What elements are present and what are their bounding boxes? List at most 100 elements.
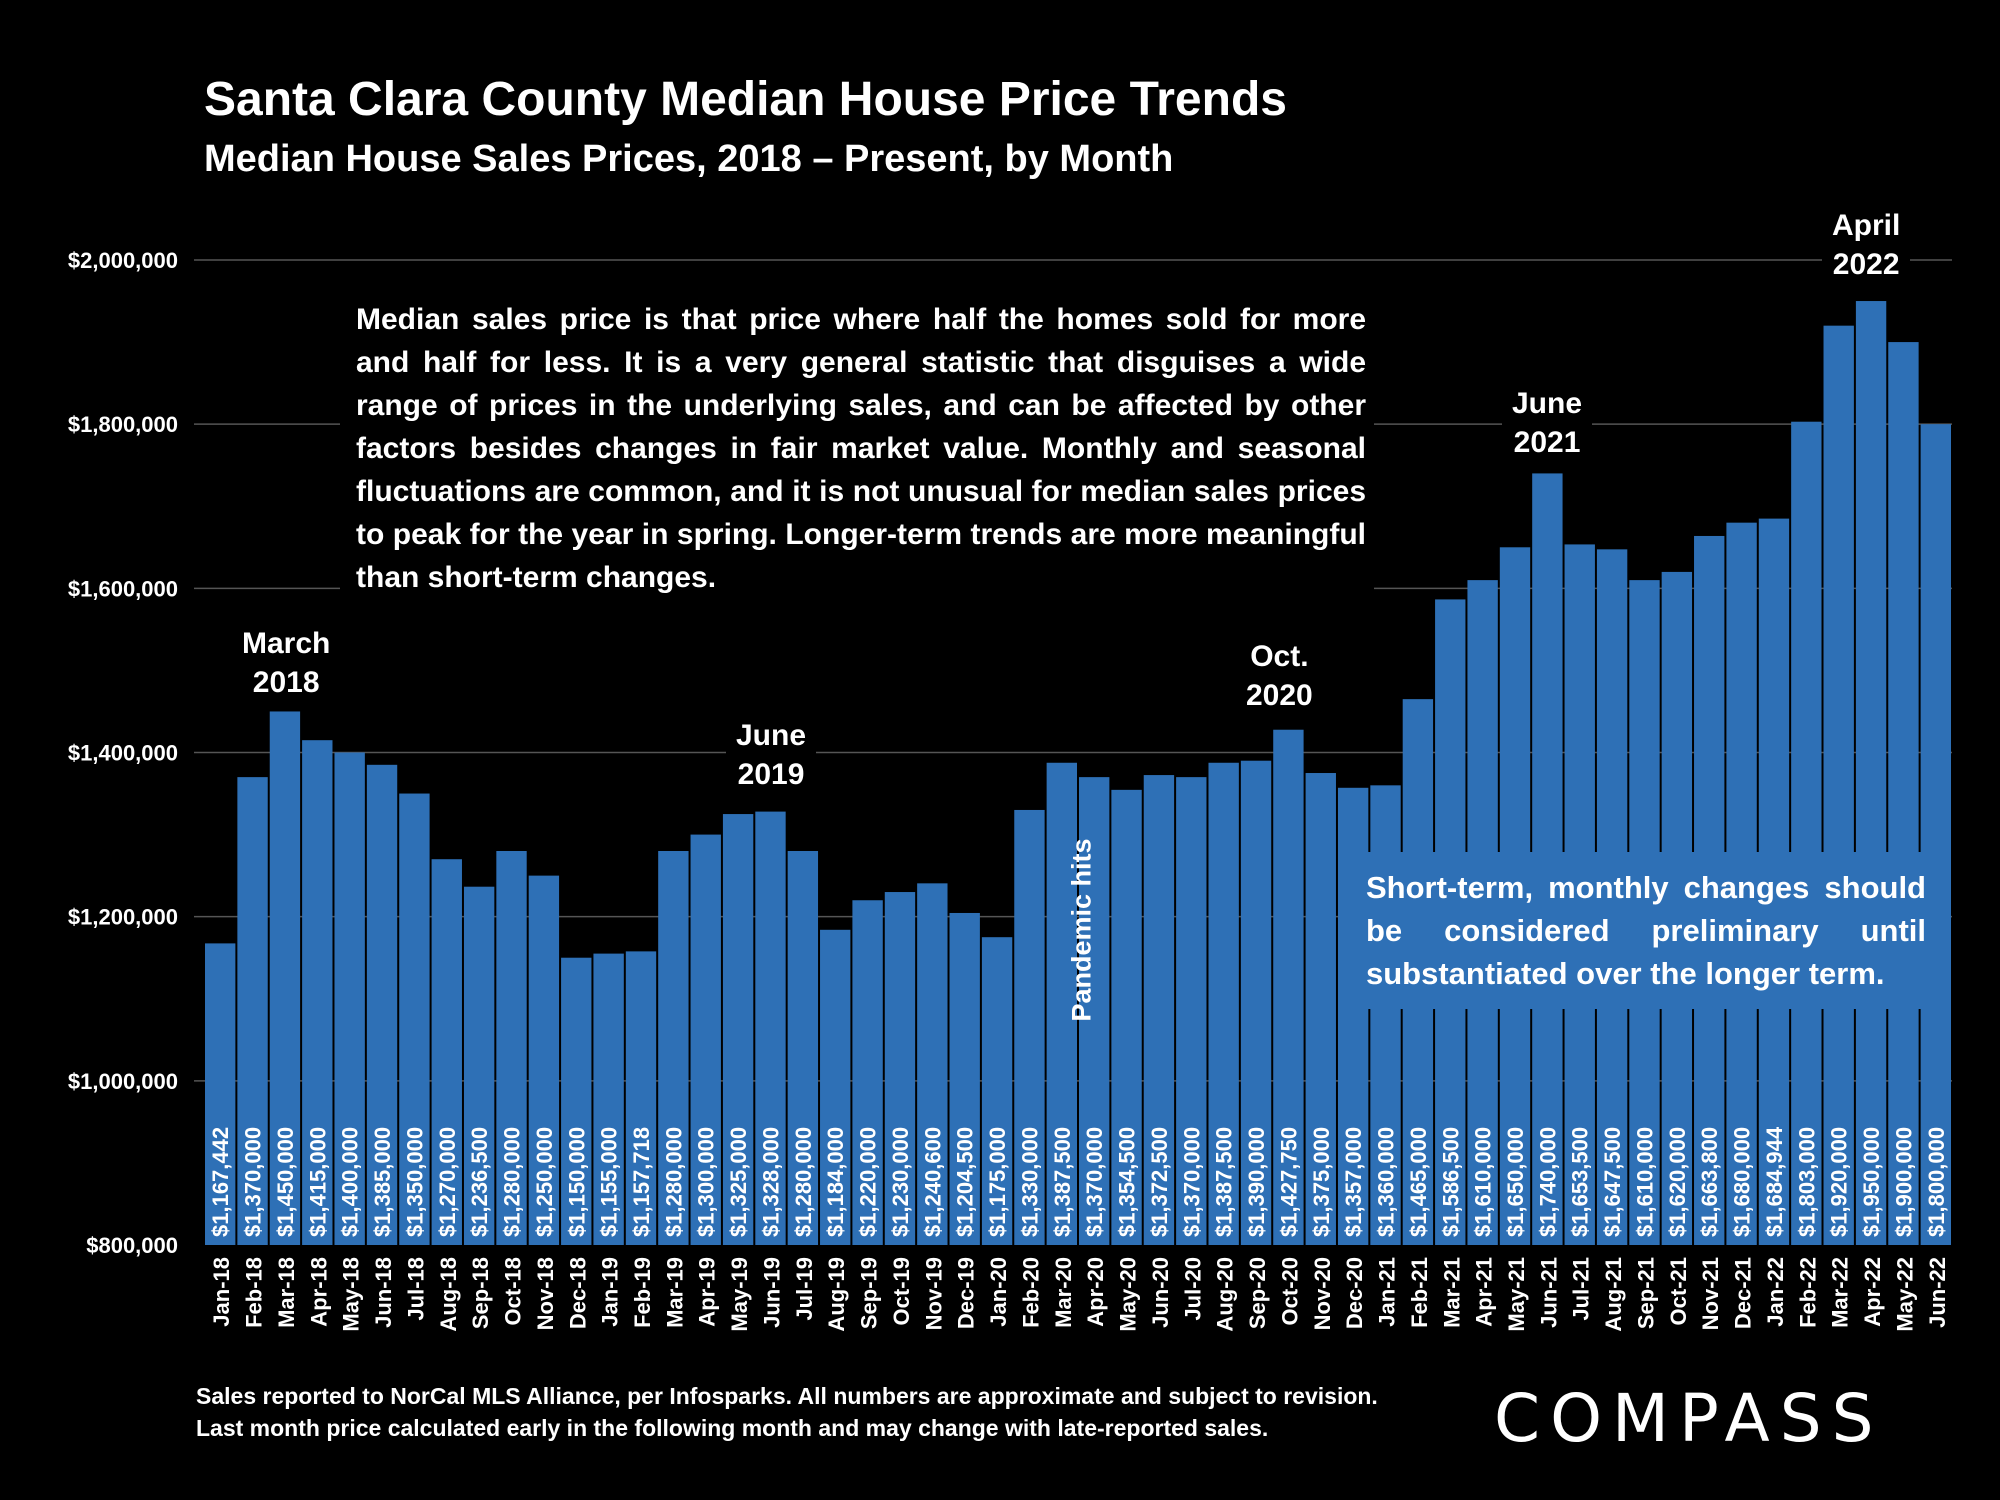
- value-label: $1,387,500: [1212, 1127, 1237, 1237]
- x-tick-label: Mar-21: [1439, 1257, 1464, 1328]
- x-tick-label: Nov-19: [921, 1257, 946, 1330]
- bar: [269, 711, 301, 1245]
- value-label: $1,400,000: [338, 1127, 363, 1237]
- value-label: $1,450,000: [273, 1127, 298, 1237]
- bar: [561, 957, 592, 1245]
- x-tick-label: Dec-20: [1342, 1257, 1367, 1329]
- x-tick-label: Jun-21: [1536, 1257, 1561, 1328]
- value-label: $1,204,500: [953, 1127, 978, 1237]
- value-label: $1,375,000: [1309, 1127, 1334, 1237]
- bar: [1079, 777, 1110, 1245]
- value-label: $1,280,000: [791, 1127, 816, 1237]
- bar: [205, 943, 236, 1245]
- value-label: $1,610,000: [1471, 1127, 1496, 1237]
- value-label: $1,415,000: [305, 1127, 330, 1237]
- bar: [787, 851, 819, 1245]
- value-label: $1,647,500: [1600, 1127, 1625, 1237]
- x-tick-label: May-19: [727, 1257, 752, 1332]
- y-axis: $800,000 $1,000,000 $1,200,000 $1,400,000 $1…: [68, 248, 178, 1258]
- value-label: $1,240,600: [920, 1127, 945, 1237]
- bar: [1791, 421, 1822, 1245]
- bar: [1823, 325, 1854, 1246]
- value-label: $1,663,800: [1697, 1127, 1722, 1237]
- x-tick-label: Jun-19: [759, 1257, 784, 1328]
- footer-line: Sales reported to NorCal MLS Alliance, p…: [196, 1383, 1378, 1409]
- value-label: $1,325,000: [726, 1127, 751, 1237]
- y-tick-label: $1,400,000: [68, 741, 178, 766]
- bar: [690, 834, 721, 1245]
- value-label: $1,427,750: [1276, 1127, 1301, 1237]
- value-label: $1,387,500: [1050, 1127, 1075, 1237]
- x-tick-label: Aug-21: [1601, 1257, 1626, 1332]
- y-tick-label: $1,000,000: [68, 1069, 178, 1094]
- x-tick-label: Mar-20: [1051, 1257, 1076, 1328]
- footer-line: Last month price calculated early in the…: [196, 1415, 1269, 1441]
- bar: [658, 851, 689, 1245]
- value-label: $1,390,000: [1244, 1127, 1269, 1237]
- x-tick-label: Oct-19: [889, 1257, 914, 1325]
- value-label: $1,167,442: [208, 1127, 233, 1237]
- y-tick-label: $2,000,000: [68, 248, 178, 273]
- annotation-line: June: [736, 719, 807, 752]
- bar: [852, 900, 883, 1245]
- annotation-line: June: [1512, 387, 1583, 420]
- chart-subtitle: Median House Sales Prices, 2018 – Presen…: [204, 138, 1174, 180]
- value-label: $1,150,000: [564, 1127, 589, 1237]
- footer-source: Sales reported to NorCal MLS Alliance, p…: [196, 1380, 1378, 1444]
- x-tick-label: Nov-18: [533, 1257, 558, 1330]
- y-tick-label: $1,800,000: [68, 412, 178, 437]
- chart-title: Santa Clara County Median House Price Tr…: [204, 73, 1287, 126]
- x-tick-label: Nov-21: [1698, 1257, 1723, 1330]
- value-label: $1,300,000: [694, 1127, 719, 1237]
- y-tick-label: $1,200,000: [68, 905, 178, 930]
- bar: [302, 740, 333, 1245]
- x-tick-label: May-21: [1504, 1257, 1529, 1332]
- x-tick-label: Sep-19: [857, 1257, 882, 1329]
- bar: [1273, 729, 1304, 1245]
- bar: [237, 777, 268, 1245]
- value-label: $1,370,000: [1082, 1127, 1107, 1237]
- bar: [366, 764, 398, 1245]
- x-tick-label: Jul-18: [403, 1257, 428, 1321]
- bar: [1111, 789, 1142, 1245]
- x-tick-label: May-20: [1116, 1257, 1141, 1332]
- value-label: $1,800,000: [1924, 1127, 1949, 1237]
- value-label: $1,385,000: [370, 1127, 395, 1237]
- x-tick-label: Aug-18: [436, 1257, 461, 1332]
- x-tick-label: Apr-19: [695, 1257, 720, 1327]
- bar: [399, 793, 430, 1245]
- value-label: $1,155,000: [597, 1127, 622, 1237]
- annotation-oct-2020: Oct. 2020: [1236, 633, 1323, 719]
- x-tick-label: Feb-20: [1018, 1257, 1043, 1328]
- value-label: $1,680,000: [1730, 1127, 1755, 1237]
- value-label: $1,586,500: [1438, 1127, 1463, 1237]
- x-tick-label: Aug-19: [824, 1257, 849, 1332]
- median-explanation-note: Median sales price is that price where h…: [340, 290, 1374, 611]
- value-label: $1,650,000: [1503, 1127, 1528, 1237]
- annotation-pandemic: Pandemic hits: [1066, 838, 1097, 1022]
- annotation-line: 2019: [737, 758, 805, 791]
- x-tick-label: May-18: [339, 1257, 364, 1332]
- bar: [1305, 773, 1336, 1245]
- value-label: $1,465,000: [1406, 1127, 1431, 1237]
- bar: [528, 875, 560, 1245]
- bar: [820, 929, 851, 1245]
- value-label: $1,684,944: [1762, 1126, 1787, 1237]
- bar: [593, 953, 624, 1245]
- value-label: $1,610,000: [1632, 1127, 1657, 1237]
- value-label: $1,270,000: [435, 1127, 460, 1237]
- annotation-june-2019: June 2019: [726, 712, 817, 798]
- x-tick-label: Sep-18: [468, 1257, 493, 1329]
- y-tick-label: $1,600,000: [68, 576, 178, 601]
- bar: [884, 892, 916, 1245]
- value-label: $1,900,000: [1891, 1127, 1916, 1237]
- bar: [334, 752, 365, 1245]
- bar: [1855, 301, 1887, 1246]
- x-tick-label: Sep-21: [1633, 1257, 1658, 1329]
- x-tick-label: Mar-19: [662, 1257, 687, 1328]
- value-label: $1,950,000: [1859, 1127, 1884, 1237]
- y-tick-label: $800,000: [86, 1233, 178, 1258]
- value-label: $1,250,000: [532, 1127, 557, 1237]
- bar: [1014, 809, 1045, 1245]
- preliminary-note: Short-term, monthly changes should be co…: [1358, 852, 1944, 1009]
